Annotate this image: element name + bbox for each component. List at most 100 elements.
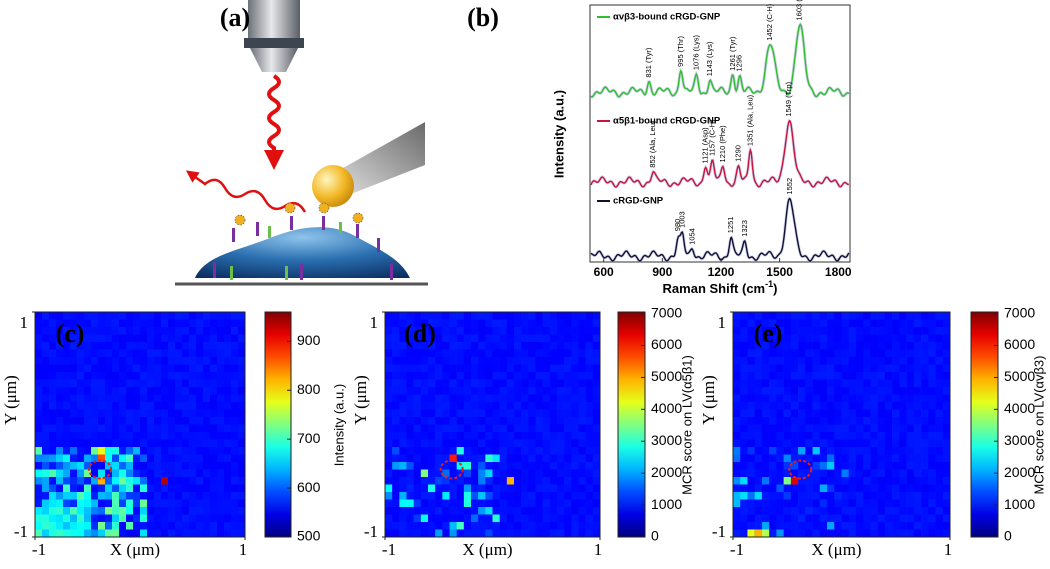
heatmap-cell [98, 394, 106, 403]
heatmap-cell [921, 484, 929, 493]
heatmap-cell [428, 349, 436, 358]
heatmap-cell [140, 394, 148, 403]
heatmap-cell [56, 499, 64, 508]
heatmap-cell [585, 514, 594, 523]
heatmap-cell [210, 439, 218, 448]
heatmap-cell [761, 447, 770, 455]
heatmap-cell [913, 379, 922, 388]
heatmap-cell [238, 357, 246, 365]
heatmap-cell [761, 477, 770, 485]
heatmap-cell [564, 432, 572, 440]
heatmap-cell [535, 454, 543, 463]
heatmap-cell [892, 507, 900, 515]
heatmap-cell [769, 357, 777, 365]
heatmap-cell [428, 469, 436, 478]
heatmap-cell [848, 514, 857, 523]
heatmap-cell [35, 394, 43, 403]
heatmap-cell [827, 477, 835, 485]
heatmap-cell [478, 499, 486, 508]
heatmap-cell [834, 327, 842, 335]
heatmap-cell [892, 469, 900, 478]
heatmap-cell [63, 454, 71, 463]
y-tick-label: 1 [20, 313, 29, 332]
heatmap-cell [827, 484, 835, 493]
heatmap-cell [928, 454, 936, 463]
heatmap-cell [827, 312, 835, 320]
heatmap-cell [848, 409, 857, 418]
heatmap-cell [238, 454, 246, 463]
heatmap-cell [385, 439, 393, 448]
heatmap-cell [942, 469, 951, 478]
heatmap-cell [140, 334, 148, 343]
heatmap-cell [514, 529, 522, 538]
heatmap-cell [91, 529, 99, 538]
heatmap-cell [471, 492, 479, 500]
heatmap-cell [761, 499, 770, 508]
heatmap-cell [399, 439, 407, 448]
heatmap-cell [921, 349, 929, 358]
heatmap-cell [119, 357, 127, 365]
heatmap-cell [105, 447, 113, 455]
heatmap-cell [827, 342, 835, 350]
heatmap-cell [168, 372, 176, 380]
heatmap-cell [420, 492, 429, 500]
heatmap-cell [921, 357, 929, 365]
heatmap-cell [571, 462, 579, 470]
heatmap-cell [528, 454, 536, 463]
heatmap-cell [392, 492, 400, 500]
heatmap-cell [783, 469, 792, 478]
heatmap-cell [133, 492, 141, 500]
y-axis-label: Intensity (a.u.) [551, 90, 566, 178]
heatmap-cell [863, 424, 871, 433]
heatmap-cell [399, 484, 407, 493]
heatmap-cell [783, 439, 792, 448]
heatmap-cell [921, 462, 929, 470]
heatmap-cell [913, 394, 922, 403]
heatmap-cell [913, 432, 922, 440]
heatmap-cell [463, 424, 472, 433]
heatmap-cell [420, 522, 429, 530]
heatmap-cell [485, 387, 493, 395]
heatmap-cell [812, 357, 821, 365]
heatmap-cell [733, 432, 741, 440]
heatmap-cell [834, 402, 842, 410]
heatmap-cell [549, 514, 558, 523]
heatmap-cell [392, 402, 400, 410]
heatmap-cell [754, 319, 763, 328]
heatmap-cell [189, 402, 197, 410]
heatmap-cell [921, 424, 929, 433]
heatmap-cell [49, 334, 57, 343]
heatmap-cell [217, 529, 225, 538]
heatmap-cell [913, 492, 922, 500]
y-tick-label: -1 [14, 522, 28, 541]
heatmap-cell [456, 372, 465, 380]
heatmap-cell [112, 447, 120, 455]
heatmap-cell [105, 402, 113, 410]
heatmap-cell [399, 462, 407, 470]
heatmap-cell [485, 507, 493, 515]
heatmap-cell [182, 424, 190, 433]
heatmap-cell [790, 522, 799, 530]
heatmap-cell [892, 447, 900, 455]
heatmap-cell [154, 379, 162, 388]
heatmap-cell [776, 522, 784, 530]
heatmap-cell [84, 462, 92, 470]
heatmap-cell [790, 507, 799, 515]
heatmap-cell [231, 409, 239, 418]
heatmap-cell [855, 439, 864, 448]
heatmap-cell [913, 522, 922, 530]
heatmap-cell [49, 312, 57, 320]
heatmap-cell [154, 424, 162, 433]
heatmap-cell [196, 507, 204, 515]
heatmap-cell [884, 394, 893, 403]
heatmap-cell [392, 364, 400, 373]
heatmap-cell [98, 439, 106, 448]
heatmap-cell [189, 477, 197, 485]
heatmap-cell [899, 522, 907, 530]
heatmap-cell [140, 462, 148, 470]
heatmap-cell [913, 342, 922, 350]
heatmap-cell [161, 529, 169, 538]
heatmap-cell [189, 432, 197, 440]
heatmap-cell [877, 349, 886, 358]
heatmap-cell [42, 394, 50, 403]
